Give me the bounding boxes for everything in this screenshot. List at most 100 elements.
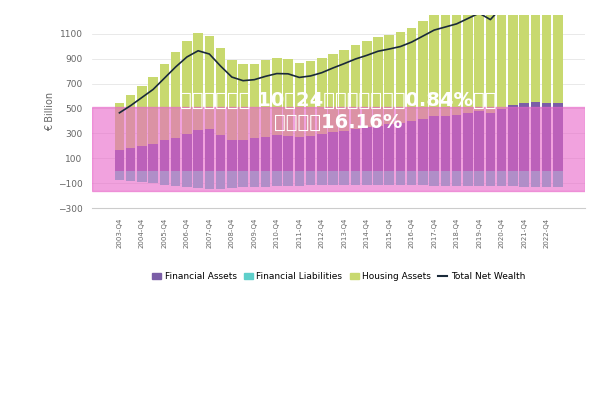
Bar	[463, 171, 473, 186]
Bar	[182, 40, 191, 134]
Bar	[452, 115, 461, 171]
Bar	[216, 135, 226, 171]
Bar	[295, 171, 304, 186]
Bar	[160, 140, 169, 171]
Bar	[171, 171, 181, 186]
Bar	[440, 12, 450, 116]
Bar	[475, 112, 484, 171]
Bar	[418, 119, 428, 171]
Bar	[351, 171, 360, 185]
Bar	[452, 9, 461, 115]
Bar	[160, 171, 169, 185]
Bar	[306, 171, 315, 185]
Bar	[115, 150, 124, 171]
Y-axis label: € Billion: € Billion	[45, 92, 55, 131]
Bar	[362, 171, 371, 185]
Bar	[340, 50, 349, 131]
Bar	[227, 171, 236, 188]
Bar	[553, 171, 563, 187]
Bar	[238, 64, 248, 140]
Bar	[351, 129, 360, 171]
Bar	[317, 134, 326, 171]
Bar	[92, 107, 585, 191]
Bar	[520, 0, 529, 103]
Bar	[530, 0, 540, 102]
Bar	[520, 103, 529, 171]
Bar	[261, 171, 271, 186]
Bar	[171, 52, 181, 138]
Bar	[508, 171, 518, 186]
Bar	[430, 15, 439, 116]
Bar	[452, 171, 461, 186]
Bar	[373, 171, 383, 185]
Bar	[362, 128, 371, 171]
Bar	[328, 54, 338, 132]
Bar	[261, 60, 271, 136]
Bar	[485, 4, 495, 113]
Bar	[295, 137, 304, 171]
Bar	[497, 109, 506, 171]
Bar	[160, 64, 169, 140]
Bar	[126, 148, 136, 171]
Bar	[205, 36, 214, 129]
Bar	[250, 64, 259, 138]
Bar	[508, 105, 518, 171]
Bar	[238, 171, 248, 187]
Bar	[250, 171, 259, 187]
Bar	[205, 129, 214, 171]
Bar	[530, 102, 540, 171]
Bar	[283, 171, 293, 186]
Bar	[407, 171, 416, 185]
Bar	[542, 171, 551, 187]
Bar	[182, 171, 191, 187]
Bar	[497, 0, 506, 109]
Bar	[182, 134, 191, 171]
Bar	[272, 171, 281, 186]
Bar	[261, 136, 271, 171]
Bar	[317, 58, 326, 134]
Bar	[508, 0, 518, 105]
Bar	[362, 42, 371, 128]
Bar	[485, 171, 495, 186]
Bar	[227, 140, 236, 171]
Bar	[171, 138, 181, 171]
Bar	[137, 171, 146, 182]
Bar	[553, 103, 563, 171]
Bar	[430, 171, 439, 186]
Bar	[306, 61, 315, 136]
Bar	[373, 37, 383, 126]
Bar	[430, 116, 439, 171]
Bar	[385, 35, 394, 124]
Text: 杠杆炒股开户 10月24日金宏转债下跌0.84%，转
股溢价率16.16%: 杠杆炒股开户 10月24日金宏转债下跌0.84%，转 股溢价率16.16%	[181, 91, 497, 132]
Bar	[340, 131, 349, 171]
Bar	[520, 171, 529, 186]
Bar	[148, 171, 158, 184]
Bar	[385, 171, 394, 185]
Bar	[115, 104, 124, 150]
Legend: Financial Assets, Financial Liabilities, Housing Assets, Total Net Wealth: Financial Assets, Financial Liabilities,…	[148, 268, 529, 285]
Bar	[328, 132, 338, 171]
Bar	[306, 136, 315, 171]
Bar	[418, 171, 428, 185]
Bar	[475, 171, 484, 186]
Bar	[238, 140, 248, 171]
Bar	[283, 136, 293, 171]
Bar	[395, 32, 405, 123]
Bar	[328, 171, 338, 185]
Bar	[418, 22, 428, 119]
Bar	[283, 59, 293, 136]
Bar	[440, 171, 450, 186]
Bar	[385, 124, 394, 171]
Bar	[542, 103, 551, 171]
Bar	[137, 146, 146, 171]
Bar	[530, 171, 540, 187]
Bar	[193, 33, 203, 130]
Bar	[407, 28, 416, 121]
Bar	[440, 116, 450, 171]
Bar	[137, 86, 146, 146]
Bar	[193, 130, 203, 171]
Bar	[216, 171, 226, 189]
Bar	[351, 45, 360, 129]
Bar	[295, 63, 304, 137]
Bar	[148, 144, 158, 171]
